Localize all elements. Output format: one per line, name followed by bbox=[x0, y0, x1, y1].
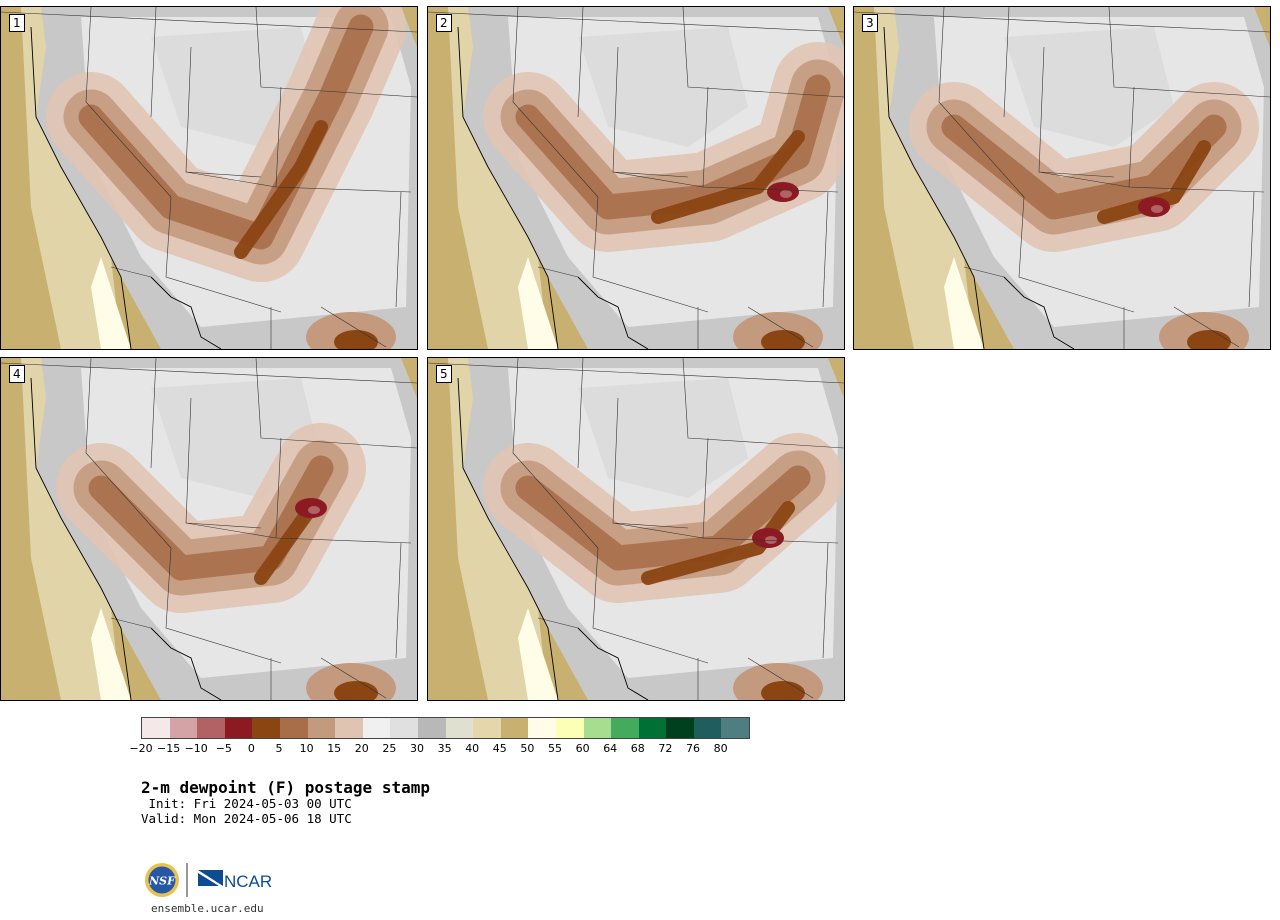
dewpoint-map bbox=[1, 358, 417, 700]
colorbar-swatch bbox=[335, 718, 363, 738]
panel-label: 2 bbox=[436, 14, 452, 32]
colorbar-tick-label: 25 bbox=[382, 742, 397, 755]
figure-title: 2-m dewpoint (F) postage stamp bbox=[141, 778, 430, 797]
colorbar-tick-label: 0 bbox=[247, 742, 255, 755]
map-panel-1: 1 bbox=[0, 6, 418, 350]
dewpoint-map bbox=[428, 358, 844, 700]
map-panel-5: 5 bbox=[427, 357, 845, 701]
colorbar-swatch bbox=[252, 718, 280, 738]
colorbar-tick-label: −10 bbox=[184, 742, 208, 755]
colorbar-tick-label: 40 bbox=[465, 742, 480, 755]
colorbar-tick-label: 35 bbox=[437, 742, 452, 755]
nsf-logo-icon: NSF bbox=[145, 863, 179, 897]
dewpoint-map bbox=[428, 7, 844, 349]
panel-label: 5 bbox=[436, 365, 452, 383]
colorbar-tick-label: 64 bbox=[603, 742, 618, 755]
colorbar-ticks: −20 −15 −10 −5 0 5 10 15 20 25 30 35 40 45 50 55 60 64 68 7… bbox=[129, 742, 761, 758]
colorbar-tick-label: 5 bbox=[275, 742, 283, 755]
dewpoint-map bbox=[1, 7, 417, 349]
ncar-logo-text: NCAR bbox=[224, 872, 272, 891]
map-panel-4: 4 bbox=[0, 357, 418, 701]
colorbar-swatch bbox=[362, 718, 391, 738]
colorbar-swatch bbox=[528, 718, 556, 738]
colorbar-tick-label: 30 bbox=[410, 742, 424, 755]
colorbar-tick-label: 60 bbox=[575, 742, 590, 755]
colorbar-swatch bbox=[473, 718, 501, 738]
colorbar-tick-label: 50 bbox=[520, 742, 535, 755]
panel-label: 3 bbox=[862, 14, 878, 32]
colorbar-tick-label: 72 bbox=[658, 742, 673, 755]
colorbar-swatch bbox=[417, 718, 446, 738]
colorbar bbox=[141, 717, 751, 739]
colorbar-tick-label: 20 bbox=[354, 742, 369, 755]
nsf-logo-text: NSF bbox=[148, 875, 176, 888]
colorbar-tick-label: −5 bbox=[215, 742, 232, 755]
map-panel-2: 2 bbox=[427, 6, 845, 350]
colorbar-swatch bbox=[666, 718, 694, 738]
colorbar-tick-label: 80 bbox=[713, 742, 728, 755]
colorbar-swatch bbox=[142, 718, 170, 738]
website-url: ensemble.ucar.edu bbox=[151, 902, 264, 915]
ncar-logo-icon: NCAR bbox=[198, 870, 272, 891]
colorbar-tick-label: 68 bbox=[630, 742, 645, 755]
colorbar-tick-label: 15 bbox=[327, 742, 342, 755]
valid-time: Valid: Mon 2024-05-06 18 UTC bbox=[141, 811, 352, 826]
colorbar-swatch bbox=[197, 718, 225, 738]
colorbar-tick-label: 45 bbox=[492, 742, 507, 755]
colorbar-tick-label: −20 bbox=[129, 742, 153, 755]
colorbar-swatch bbox=[638, 718, 667, 738]
colorbar-tick-label: 55 bbox=[548, 742, 562, 755]
colorbar-tick-label: −15 bbox=[156, 742, 181, 755]
colorbar-swatch bbox=[169, 718, 198, 738]
colorbar-swatch bbox=[445, 718, 474, 738]
colorbar-swatch bbox=[390, 718, 418, 738]
panel-label: 4 bbox=[9, 365, 25, 383]
panel-label: 1 bbox=[9, 14, 25, 32]
colorbar-tick-label: 76 bbox=[686, 742, 700, 755]
colorbar-swatch bbox=[500, 718, 529, 738]
colorbar-tick-label: 10 bbox=[299, 742, 314, 755]
colorbar-swatch bbox=[555, 718, 584, 738]
colorbar-swatch bbox=[693, 718, 722, 738]
map-panel-3: 3 bbox=[853, 6, 1271, 350]
dewpoint-map bbox=[854, 7, 1270, 349]
colorbar-swatch bbox=[279, 718, 308, 738]
colorbar-swatch bbox=[224, 718, 253, 738]
colorbar-swatch bbox=[721, 718, 750, 738]
colorbar-swatch bbox=[611, 718, 639, 738]
colorbar-swatch bbox=[583, 718, 612, 738]
init-time: Init: Fri 2024-05-03 00 UTC bbox=[141, 796, 352, 811]
colorbar-swatch bbox=[307, 718, 336, 738]
logos: NSF NCAR bbox=[145, 863, 272, 897]
